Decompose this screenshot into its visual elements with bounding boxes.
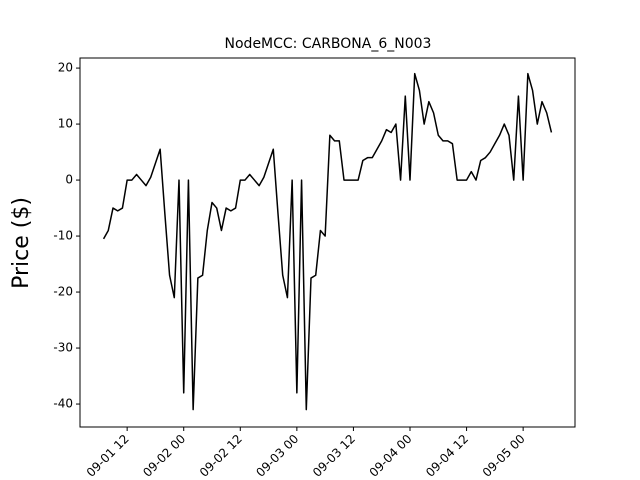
- y-axis-label: Price ($): [9, 197, 34, 289]
- y-tick-label: -20: [53, 285, 73, 299]
- plot-frame: [79, 57, 576, 428]
- x-tick-label: 09-02 00: [140, 432, 188, 480]
- x-tick-label: 09-02 12: [197, 432, 245, 480]
- x-tick-label: 09-05 00: [480, 432, 528, 480]
- x-tick-label: 09-03 00: [253, 432, 301, 480]
- y-tick-label: -40: [53, 397, 73, 411]
- x-tick-label: 09-03 12: [310, 432, 358, 480]
- y-tick-label: 20: [58, 61, 73, 75]
- y-tick-label: 10: [58, 117, 73, 131]
- x-tick-label: 09-01 12: [84, 432, 132, 480]
- chart-title: NodeMCC: CARBONA_6_N003: [225, 36, 432, 52]
- price-line: [102, 72, 553, 411]
- x-tick-label: 09-04 00: [367, 432, 415, 480]
- y-tick-label: -10: [53, 229, 73, 243]
- y-tick-label: -30: [53, 341, 73, 355]
- y-tick-label: 0: [65, 173, 73, 187]
- x-tick-label: 09-04 12: [423, 432, 471, 480]
